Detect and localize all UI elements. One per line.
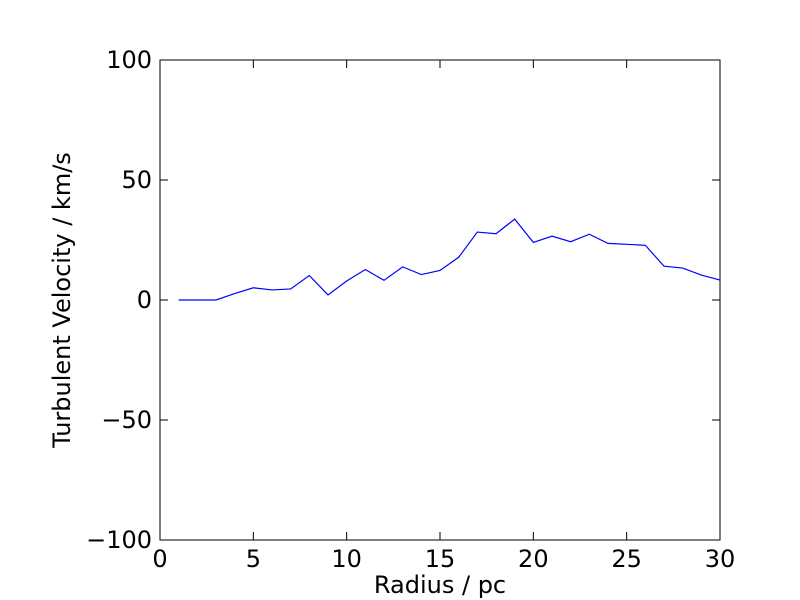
y-tick-label: 0 [137,286,152,314]
x-tick-label: 0 [152,545,167,573]
y-tick-label: −100 [86,526,152,554]
x-tick-label: 5 [246,545,261,573]
x-axis-label: Radius / pc [374,571,506,599]
x-tick-label: 30 [705,545,736,573]
series-line [178,218,721,301]
x-tick-label: 25 [611,545,642,573]
plot-frame [159,59,721,541]
axis-ticks: 0 5 10 15 20 25 30 −100 −50 0 50 100 [86,46,735,573]
x-tick-label: 20 [518,545,549,573]
y-tick-label: 50 [121,166,152,194]
y-tick-label: 100 [106,46,152,74]
series-layer [178,218,721,301]
y-axis-label: Turbulent Velocity / km/s [48,152,76,449]
x-tick-label: 15 [425,545,456,573]
x-tick-label: 10 [331,545,362,573]
y-tick-label: −50 [101,406,152,434]
